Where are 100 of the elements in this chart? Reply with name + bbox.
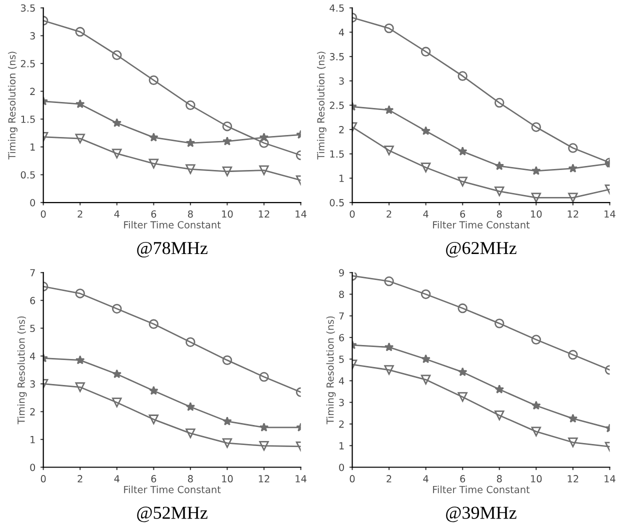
point [75, 134, 85, 144]
y-tick-label: 3.5 [330, 53, 344, 60]
y-tick-label: 3 [339, 77, 344, 85]
point [458, 303, 468, 314]
x-tick-label: 6 [460, 475, 466, 482]
point [420, 162, 431, 172]
point [568, 164, 578, 173]
x-tick-label: 14 [604, 475, 616, 482]
point [420, 289, 431, 300]
x-tick-label: 2 [386, 475, 392, 482]
y-tick-label: 4 [338, 377, 344, 384]
y-tick-label: 1.5 [330, 150, 344, 158]
point [149, 386, 158, 395]
y-tick-label: 1 [30, 436, 35, 444]
y-tick-label: 2.5 [20, 60, 35, 68]
point [531, 334, 542, 345]
point [186, 100, 196, 110]
y-tick-label: 9 [339, 269, 344, 276]
y-tick-label: 0.5 [20, 171, 35, 179]
point [384, 146, 394, 156]
y-tick-label: 1.5 [21, 116, 35, 123]
point [112, 148, 122, 158]
y-tick-label: 6 [30, 296, 36, 304]
x-tick-label: 8 [188, 210, 193, 218]
y-tick-label: 2.5 [330, 102, 344, 110]
x-tick-label: 2 [78, 475, 82, 482]
x-tick-label: 10 [531, 210, 542, 218]
point [75, 26, 85, 37]
point [531, 192, 542, 203]
point [384, 23, 394, 34]
text: @52MHz [137, 506, 208, 522]
x-axis-title: Filter Time Constant [124, 486, 221, 494]
point [531, 122, 542, 132]
x-tick-label: 4 [114, 210, 120, 218]
y-tick-label: 5 [30, 324, 35, 332]
y-tick-label: 2 [30, 408, 35, 416]
point [259, 440, 269, 451]
y-tick-label: 4 [338, 28, 344, 36]
point [186, 337, 196, 347]
x-tick-label: 0 [350, 475, 355, 482]
x-tick-label: 8 [496, 475, 502, 482]
point [421, 354, 430, 364]
point [222, 136, 232, 146]
x-axis-title: Filter Time Constant [124, 220, 221, 228]
point [75, 382, 85, 392]
point [494, 98, 504, 108]
point [259, 372, 269, 382]
point [421, 126, 430, 136]
point [222, 355, 232, 366]
y-tick-label: 2 [339, 420, 344, 428]
point [259, 132, 269, 142]
point [568, 350, 578, 360]
x-tick-label: 0 [350, 210, 355, 218]
point [458, 392, 468, 402]
x-tick-label: 6 [151, 210, 156, 218]
y-tick-label: 0 [339, 464, 344, 472]
point [568, 438, 578, 448]
x-tick-label: 4 [423, 210, 428, 218]
point [148, 75, 159, 86]
x-tick-label: 10 [531, 475, 542, 482]
y-tick-label: 7 [339, 312, 344, 320]
y-tick-label: 3 [339, 398, 344, 406]
point [458, 146, 468, 156]
y-tick-label: 1 [30, 144, 35, 151]
x-tick-label: 12 [258, 210, 270, 218]
point [112, 118, 122, 128]
point [531, 426, 542, 436]
text: @78MHz [137, 242, 208, 258]
y-axis-title: Timing Resolution (ns) [326, 316, 336, 424]
point [384, 365, 394, 375]
point [494, 384, 504, 394]
y-tick-label: 1 [340, 174, 344, 182]
x-tick-label: 10 [222, 475, 233, 482]
point [420, 374, 431, 385]
x-tick-label: 4 [423, 475, 428, 482]
x-tick-label: 6 [460, 210, 466, 218]
y-axis-title: Timing Resolution (ns) [316, 52, 326, 160]
y-axis-title: Timing Resolution (ns) [8, 52, 18, 160]
point [259, 422, 269, 432]
y-tick-label: 1 [340, 442, 344, 450]
x-tick-label: 14 [296, 475, 306, 482]
x-tick-label: 0 [40, 210, 46, 218]
y-tick-label: 5 [339, 356, 344, 363]
point [494, 186, 504, 196]
point [112, 398, 122, 408]
y-tick-label: 3 [30, 32, 35, 40]
point [222, 166, 232, 176]
point [532, 400, 541, 410]
point [458, 176, 468, 186]
x-tick-label: 6 [151, 475, 156, 482]
y-tick-label: 3 [30, 380, 35, 388]
x-axis-title: Filter Time Constant [433, 486, 530, 494]
point [384, 105, 394, 114]
point [568, 192, 578, 203]
point [149, 132, 158, 142]
point [148, 319, 159, 329]
point [494, 410, 504, 420]
point [532, 166, 541, 175]
point [568, 414, 578, 423]
y-tick-label: 8 [339, 290, 344, 298]
